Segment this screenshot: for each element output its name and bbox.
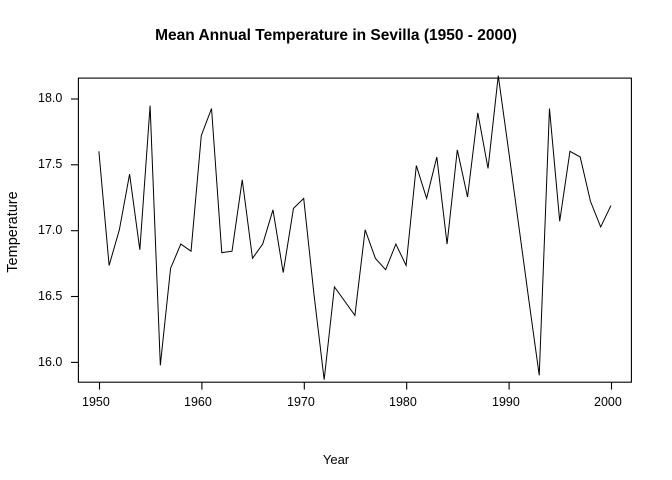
svg-text:Temperature: Temperature bbox=[5, 191, 21, 272]
